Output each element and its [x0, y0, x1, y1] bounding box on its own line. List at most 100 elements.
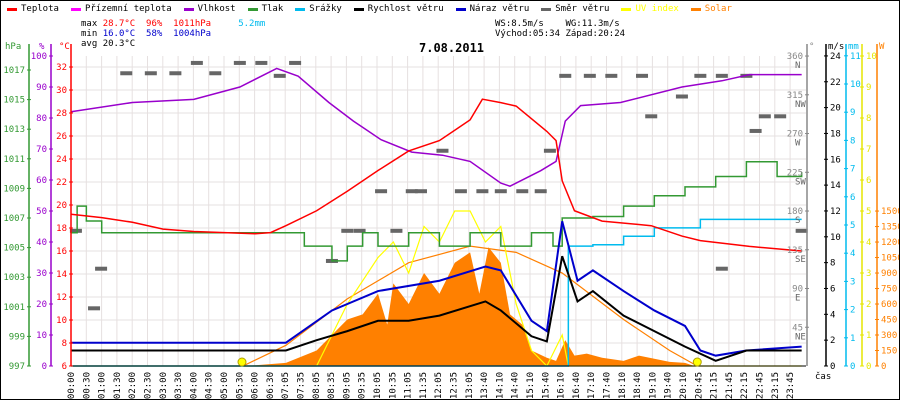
rain-total: 5.2mm — [238, 19, 266, 29]
min-humidity: 58% — [146, 29, 163, 39]
compass-label: E — [795, 294, 800, 304]
legend-label: Směr větru — [555, 4, 610, 14]
humidity-tick-label: 20 — [36, 300, 47, 310]
compass-label: SE — [795, 255, 806, 265]
humidity-axis-unit: % — [39, 42, 45, 52]
wind-axis-unit: m/s — [828, 42, 844, 52]
x-tick-label: 03:30 — [174, 372, 184, 399]
humidity-tick-label: 60 — [36, 176, 47, 186]
wind-tick-label: 0 — [830, 362, 835, 372]
min-temp: 16.0°C — [102, 29, 136, 39]
temperature-tick-label: 26 — [56, 132, 67, 142]
pressure-axis-unit: hPa — [5, 42, 21, 52]
wind-direction-mark — [645, 114, 658, 119]
max-humidity: 96% — [146, 19, 163, 29]
temperature-tick-label: 20 — [56, 201, 67, 211]
wind-direction-mark — [233, 60, 246, 65]
x-tick-label: 13:05 — [465, 372, 475, 399]
x-tick-label: 09:05 — [342, 372, 352, 399]
solar-tick-label: 0 — [881, 362, 886, 372]
wind-direction-mark — [774, 114, 787, 119]
rain-axis-unit: mm — [848, 42, 859, 52]
x-tick-label: 19:40 — [664, 372, 674, 399]
legend-label: UV index — [635, 4, 679, 14]
legend: Teplota Přízemní teplota Vlhkost Tlak Srážky… — [7, 4, 732, 14]
legend-label: Náraz větru — [469, 4, 530, 14]
solar-tick-label: 450 — [881, 316, 897, 326]
max-pressure: 1011hPa — [173, 19, 212, 29]
uv-tick-label: 0 — [866, 362, 871, 372]
avg-label: avg — [81, 39, 98, 49]
solar-tick-label: 300 — [881, 331, 897, 341]
wind-direction-mark — [715, 73, 728, 78]
wind-tick-label: 10 — [830, 233, 841, 243]
wind-tick-label: 24 — [830, 52, 841, 62]
x-tick-label: 14:10 — [495, 372, 505, 399]
legend-label: Rychlost větru — [367, 4, 444, 14]
wind-tick-label: 16 — [830, 155, 841, 165]
legend-item: Vlhkost — [183, 4, 236, 14]
rain-tick-label: 10 — [850, 80, 861, 90]
direction-tick-label: 360 — [787, 52, 803, 62]
x-tick-label: 23:45 — [786, 372, 796, 399]
x-tick-label: 05:00 — [220, 372, 230, 399]
wind-direction-mark — [69, 228, 82, 233]
pressure-tick-label: 1009 — [3, 184, 25, 194]
x-tick-label: 15:10 — [526, 372, 536, 399]
sunrise-time: Východ:05:34 — [495, 29, 561, 39]
wind-gust-line — [71, 221, 802, 357]
humidity-tick-label: 30 — [36, 269, 47, 279]
humidity-tick-label: 100 — [31, 52, 47, 62]
rain-tick-label: 0 — [850, 362, 855, 372]
pressure-tick-label: 997 — [9, 362, 25, 372]
solar-axis-unit: W — [879, 42, 885, 52]
direction-tick-label: 225 — [787, 168, 803, 178]
wind-direction-mark — [454, 189, 467, 194]
uv-tick-label: 5 — [866, 207, 871, 217]
legend-swatch — [455, 7, 466, 11]
legend-swatch — [621, 7, 632, 11]
x-tick-label: 08:05 — [312, 372, 322, 399]
humidity-tick-label: 80 — [36, 114, 47, 124]
direction-tick-label: 180 — [787, 207, 803, 217]
legend-label: Vlhkost — [197, 4, 236, 14]
compass-label: S — [795, 216, 800, 226]
wind-direction-mark — [273, 73, 286, 78]
temperature-tick-label: 14 — [56, 270, 67, 280]
temperature-tick-label: 6 — [62, 362, 67, 372]
temperature-tick-label: 16 — [56, 247, 67, 257]
x-tick-label: 17:10 — [587, 372, 597, 399]
direction-tick-label: 45 — [792, 323, 803, 333]
x-tick-label: 04:30 — [205, 372, 215, 399]
compass-label: NW — [795, 100, 806, 110]
uv-tick-label: 8 — [866, 114, 871, 124]
humidity-tick-label: 50 — [36, 207, 47, 217]
x-tick-label: 23:15 — [771, 372, 781, 399]
wind-direction-mark — [494, 189, 507, 194]
rain-tick-label: 3 — [850, 277, 855, 287]
wind-direction-mark — [476, 189, 489, 194]
x-tick-label: 00:00 — [67, 372, 77, 399]
legend-swatch — [7, 7, 17, 11]
legend-item: Solar — [690, 4, 732, 14]
pressure-tick-label: 1007 — [3, 214, 25, 224]
wind-direction-mark — [636, 73, 649, 78]
x-tick-label: 02:00 — [128, 372, 138, 399]
wind-direction-mark — [405, 189, 418, 194]
max-wind-speed: WS:8.5m/s — [495, 19, 544, 29]
legend-label: Tlak — [261, 4, 284, 14]
solar-tick-label: 1050 — [881, 254, 900, 264]
x-tick-label: 21:15 — [710, 372, 720, 399]
x-tick-label: 00:30 — [82, 372, 92, 399]
humidity-tick-label: 70 — [36, 145, 47, 155]
rain-tick-label: 11 — [850, 52, 861, 62]
legend-item: Tlak — [247, 4, 284, 14]
wind-sun-stats: WS:8.5m/s WG:11.3m/s Východ:05:34 Západ:… — [495, 19, 625, 39]
legend-swatch — [247, 7, 258, 11]
direction-axis-unit: ° — [809, 42, 814, 52]
wind-direction-mark — [120, 71, 133, 76]
temperature-line — [70, 98, 802, 252]
uv-tick-label: 7 — [866, 145, 871, 155]
x-tick-label: 04:00 — [189, 372, 199, 399]
solar-tick-label: 600 — [881, 300, 897, 310]
